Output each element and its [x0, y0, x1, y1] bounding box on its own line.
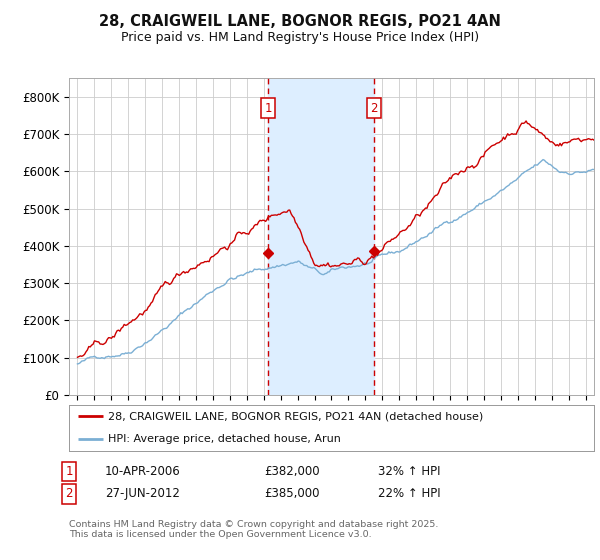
Text: £385,000: £385,000	[264, 487, 320, 501]
Text: £382,000: £382,000	[264, 465, 320, 478]
Text: 10-APR-2006: 10-APR-2006	[105, 465, 181, 478]
Text: 22% ↑ HPI: 22% ↑ HPI	[378, 487, 440, 501]
Text: 1: 1	[65, 465, 73, 478]
Text: 1: 1	[265, 102, 272, 115]
Text: 28, CRAIGWEIL LANE, BOGNOR REGIS, PO21 4AN (detached house): 28, CRAIGWEIL LANE, BOGNOR REGIS, PO21 4…	[109, 412, 484, 421]
Text: 2: 2	[370, 102, 377, 115]
Text: Contains HM Land Registry data © Crown copyright and database right 2025.
This d: Contains HM Land Registry data © Crown c…	[69, 520, 439, 539]
Bar	[268, 78, 374, 395]
Text: Price paid vs. HM Land Registry's House Price Index (HPI): Price paid vs. HM Land Registry's House …	[121, 31, 479, 44]
Text: 2: 2	[65, 487, 73, 501]
Text: 28, CRAIGWEIL LANE, BOGNOR REGIS, PO21 4AN: 28, CRAIGWEIL LANE, BOGNOR REGIS, PO21 4…	[99, 14, 501, 29]
Text: 32% ↑ HPI: 32% ↑ HPI	[378, 465, 440, 478]
Text: 27-JUN-2012: 27-JUN-2012	[105, 487, 180, 501]
Text: HPI: Average price, detached house, Arun: HPI: Average price, detached house, Arun	[109, 435, 341, 444]
